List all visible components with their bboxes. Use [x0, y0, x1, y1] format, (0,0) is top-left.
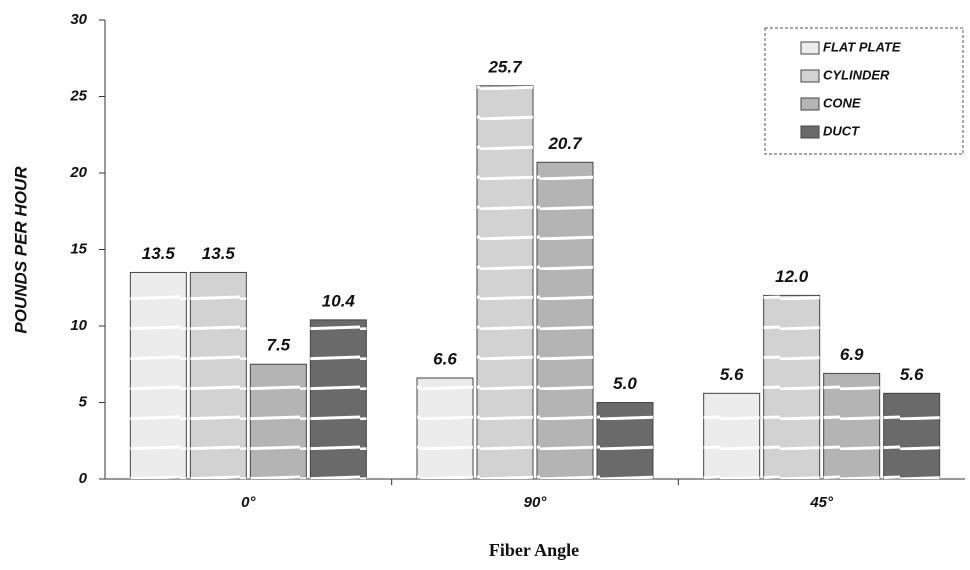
value-label: 6.6 [433, 350, 457, 369]
bar-texture [537, 162, 593, 480]
x-tick-label: 90° [524, 494, 548, 511]
value-label: 25.7 [487, 57, 523, 76]
y-axis-label: POUNDS PER HOUR [11, 166, 30, 334]
bar-texture [130, 272, 187, 479]
y-tick-label: 20 [69, 164, 87, 181]
value-label: 5.6 [900, 365, 924, 384]
legend-swatch [800, 69, 820, 83]
legend-label: CONE [823, 95, 861, 110]
bar-texture [310, 319, 367, 479]
bar-texture [703, 393, 760, 479]
y-tick-label: 5 [79, 393, 88, 410]
y-tick-label: 30 [70, 11, 87, 28]
x-tick-label: 45° [809, 494, 834, 511]
y-tick-label: 0 [79, 470, 88, 487]
value-label: 10.4 [322, 291, 356, 310]
value-label: 5.6 [720, 365, 744, 384]
legend-swatch [800, 41, 820, 55]
y-tick-label: 25 [69, 87, 87, 104]
bar-texture [477, 85, 533, 479]
legend-label: CYLINDER [823, 67, 890, 82]
bar-texture [763, 295, 820, 479]
x-axis-label: Fiber Angle [489, 540, 579, 560]
y-tick-label: 10 [70, 317, 87, 334]
bar-texture [417, 378, 473, 479]
legend-swatch [800, 97, 820, 111]
value-label: 6.9 [840, 345, 864, 364]
bar-texture [597, 402, 653, 479]
bar-texture [823, 373, 880, 479]
legend-swatch [800, 125, 820, 139]
value-label: 7.5 [267, 336, 291, 355]
value-label: 13.5 [202, 244, 236, 263]
value-label: 20.7 [547, 134, 583, 153]
legend-box [764, 27, 964, 155]
value-label: 5.0 [613, 374, 637, 393]
bar-texture [250, 364, 307, 479]
y-tick-label: 15 [70, 240, 87, 257]
bar-texture [883, 393, 940, 479]
legend-label: DUCT [823, 123, 860, 138]
value-label: 12.0 [775, 267, 809, 286]
bar-texture [190, 272, 247, 479]
value-label: 13.5 [142, 244, 176, 263]
x-tick-label: 0° [241, 494, 256, 511]
legend-label: FLAT PLATE [823, 39, 901, 54]
